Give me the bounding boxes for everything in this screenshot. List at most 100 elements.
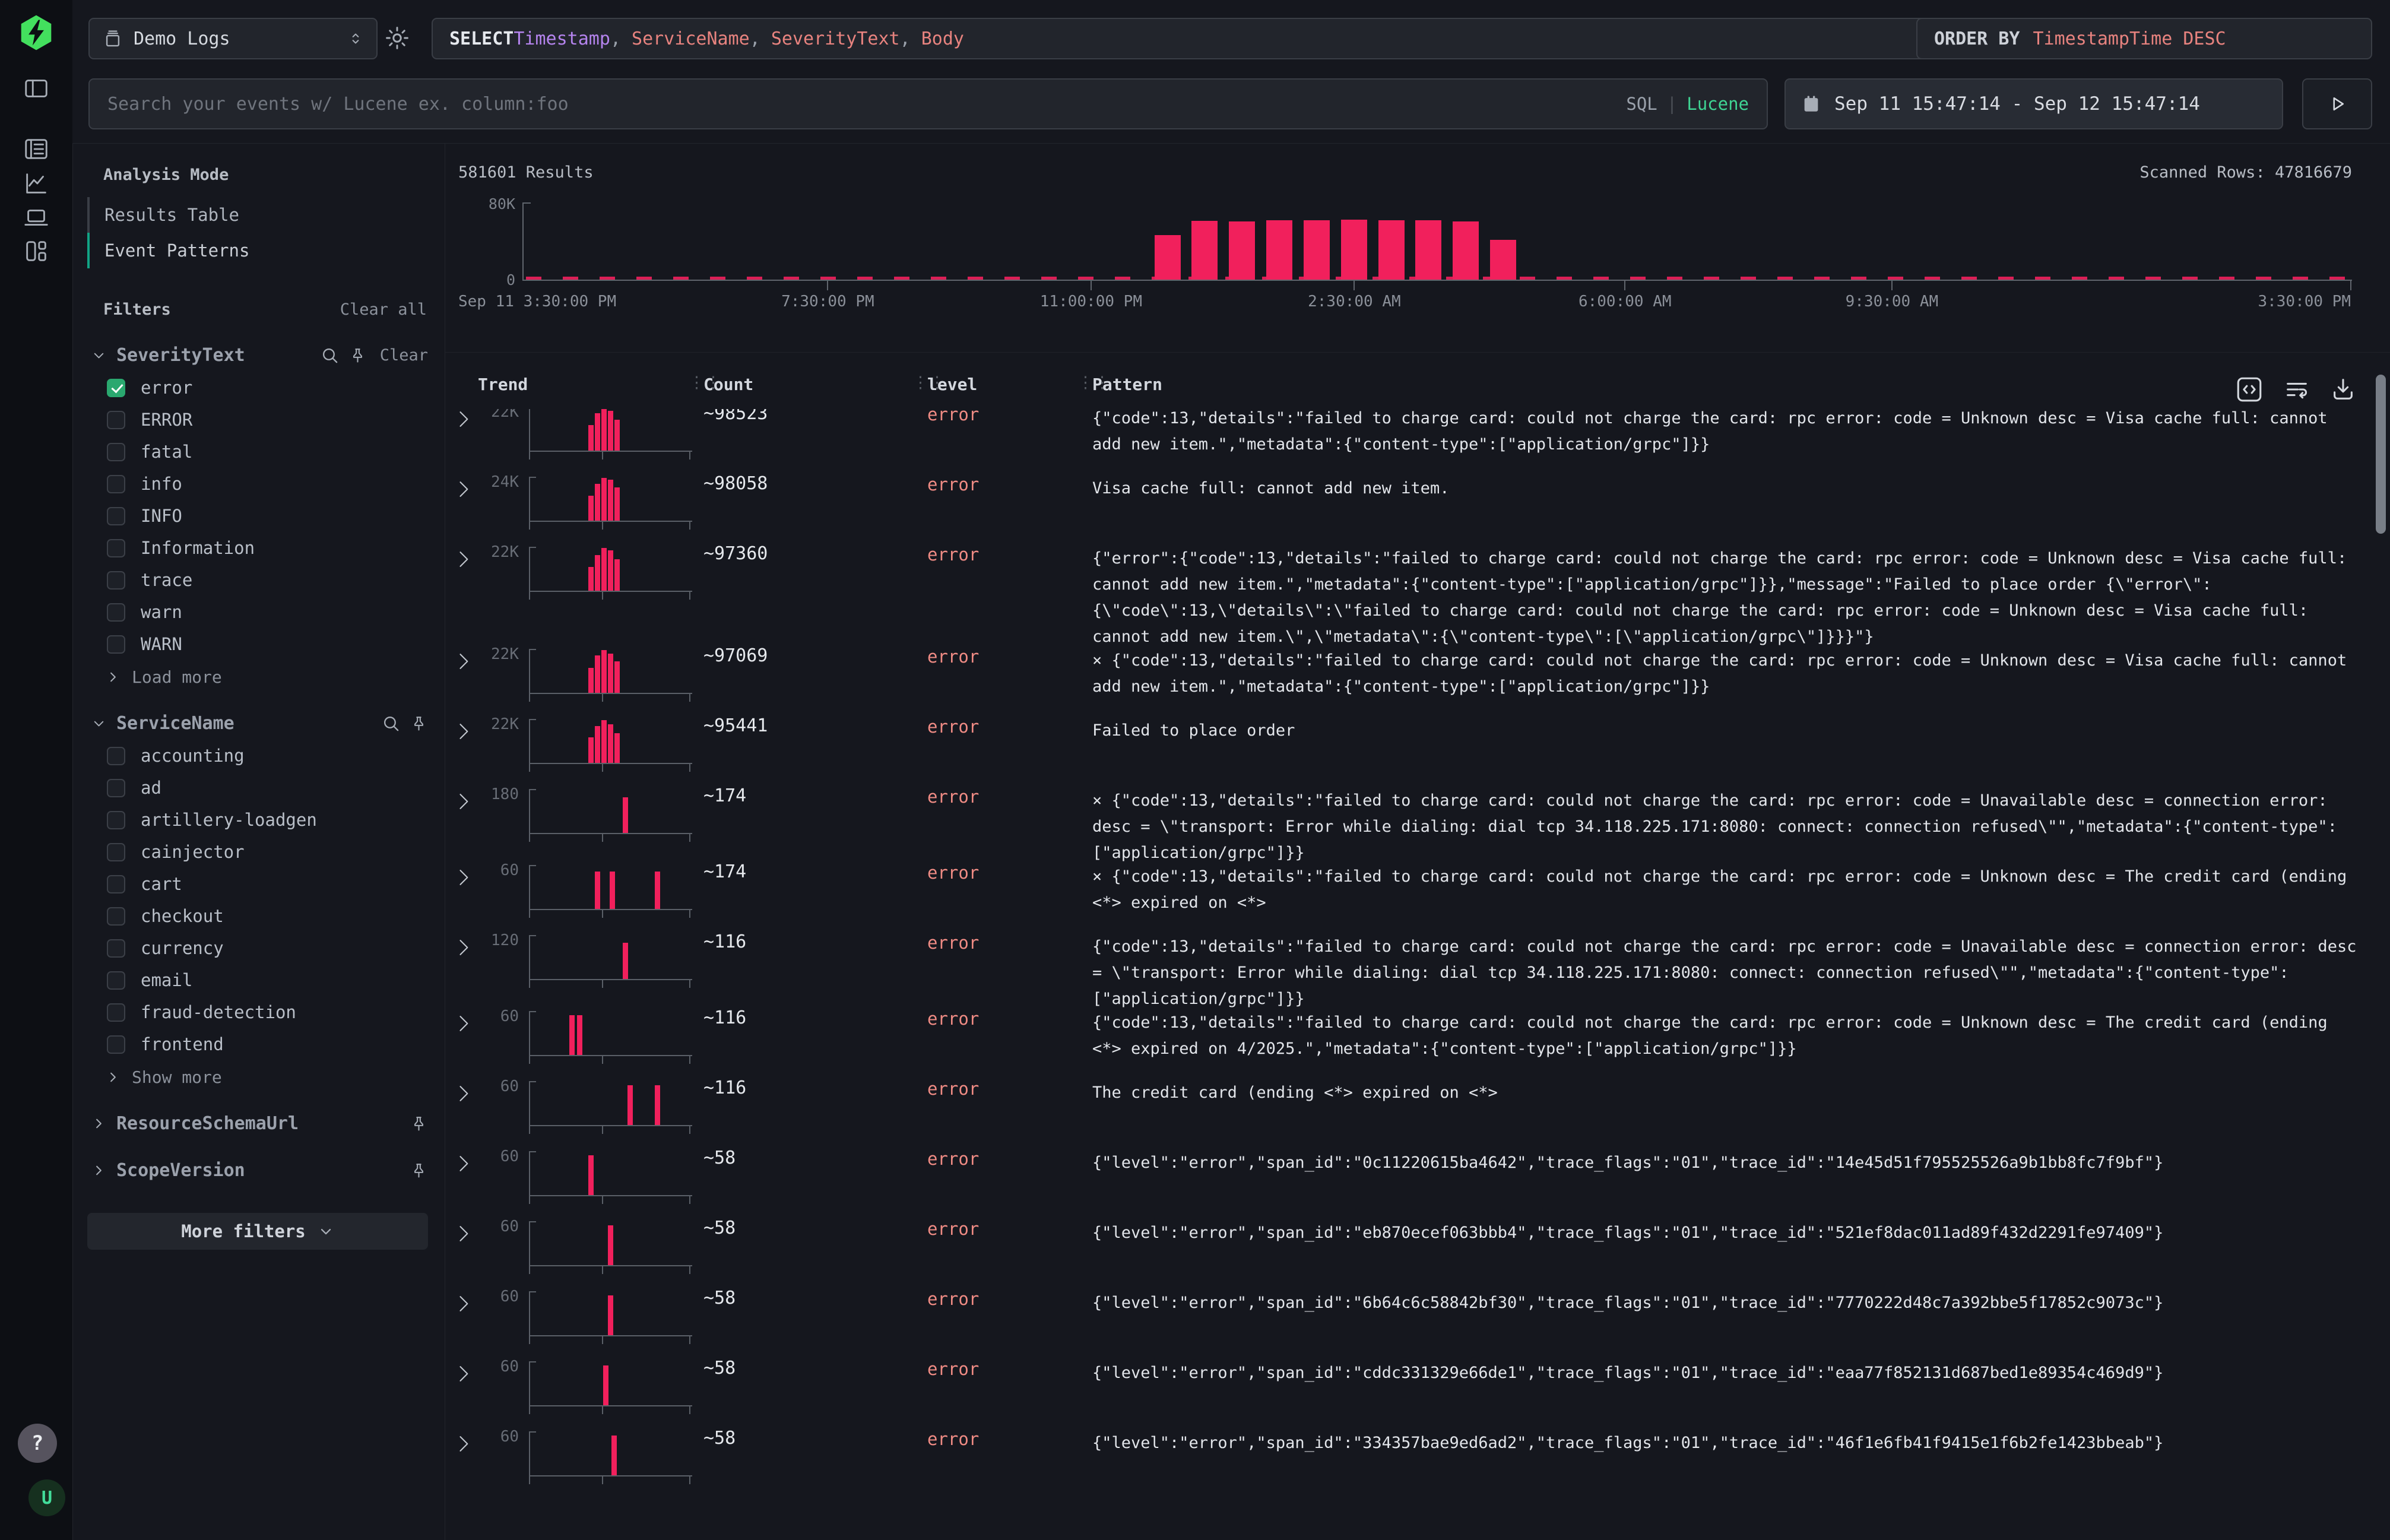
mode-lucene[interactable]: Lucene bbox=[1687, 94, 1749, 114]
checkbox[interactable] bbox=[107, 635, 125, 654]
filter-option-trace[interactable]: trace bbox=[107, 570, 428, 590]
pattern-text[interactable]: Visa cache full: cannot add new item. bbox=[1092, 476, 2358, 502]
checkbox[interactable] bbox=[107, 971, 125, 990]
search-icon[interactable] bbox=[382, 714, 400, 733]
checkbox[interactable] bbox=[107, 603, 125, 622]
pin-icon[interactable] bbox=[410, 1114, 428, 1133]
pin-icon[interactable] bbox=[348, 346, 367, 365]
filter-option-ad[interactable]: ad bbox=[107, 778, 428, 798]
pattern-text[interactable]: {"level":"error","span_id":"cddc331329e6… bbox=[1092, 1360, 2358, 1386]
filter-option-cart[interactable]: cart bbox=[107, 874, 428, 894]
filter-option-artillery-loadgen[interactable]: artillery-loadgen bbox=[107, 810, 428, 830]
source-schema-icon[interactable] bbox=[2234, 375, 2264, 404]
filter-option-cainjector[interactable]: cainjector bbox=[107, 842, 428, 862]
panel-toggle-icon[interactable] bbox=[23, 75, 50, 102]
filter-option-fatal[interactable]: fatal bbox=[107, 442, 428, 462]
checkbox[interactable] bbox=[107, 443, 125, 461]
checkbox[interactable] bbox=[107, 1003, 125, 1022]
filter-option-currency[interactable]: currency bbox=[107, 938, 428, 958]
table-row[interactable]: 60~58error{"level":"error","span_id":"eb… bbox=[445, 1220, 2366, 1292]
chevron-down-icon[interactable] bbox=[91, 715, 107, 731]
filter-group-header[interactable]: SeverityTextClear bbox=[91, 345, 428, 366]
checkbox[interactable] bbox=[107, 939, 125, 958]
table-row[interactable]: 120~116error{"code":13,"details":"failed… bbox=[445, 934, 2366, 1012]
clear-filter-button[interactable]: Clear bbox=[380, 346, 428, 365]
column-drag-handle[interactable]: ⋮⋮ bbox=[1077, 373, 1111, 392]
pattern-text[interactable]: {"code":13,"details":"failed to charge c… bbox=[1092, 934, 2358, 1012]
language-toggle[interactable]: SQL|Lucene bbox=[1626, 94, 1749, 114]
checkbox[interactable] bbox=[107, 1035, 125, 1054]
filter-option-email[interactable]: email bbox=[107, 970, 428, 990]
table-row[interactable]: 22K~95441errorFailed to place order bbox=[445, 718, 2366, 790]
analysis-mode-results-table[interactable]: Results Table bbox=[87, 197, 428, 233]
table-row[interactable]: 60~174error× {"code":13,"details":"faile… bbox=[445, 864, 2366, 936]
hyperdx-logo-icon[interactable] bbox=[17, 13, 56, 52]
column-header-trend[interactable]: Trend bbox=[478, 375, 528, 394]
table-row[interactable]: 60~116error{"code":13,"details":"failed … bbox=[445, 1010, 2366, 1082]
checkbox[interactable] bbox=[107, 539, 125, 557]
load-more[interactable]: Load more bbox=[105, 667, 428, 687]
column-drag-handle[interactable]: ⋮⋮ bbox=[912, 373, 946, 392]
chevron-right-icon[interactable] bbox=[91, 1116, 107, 1132]
table-row[interactable]: 180~174error× {"code":13,"details":"fail… bbox=[445, 788, 2366, 866]
pattern-text[interactable]: {"error":{"code":13,"details":"failed to… bbox=[1092, 546, 2358, 650]
table-row[interactable]: 22K~97360error{"error":{"code":13,"detai… bbox=[445, 546, 2366, 650]
filter-group-header[interactable]: ServiceName bbox=[91, 713, 428, 734]
checkbox[interactable] bbox=[107, 571, 125, 590]
table-row[interactable]: 60~58error{"level":"error","span_id":"6b… bbox=[445, 1290, 2366, 1362]
pattern-text[interactable]: {"level":"error","span_id":"0c11220615ba… bbox=[1092, 1150, 2358, 1176]
run-query-button[interactable] bbox=[2302, 78, 2372, 129]
order-by-input[interactable]: ORDER BY TimestampTime DESC bbox=[1916, 18, 2372, 59]
search-input[interactable]: Search your events w/ Lucene ex. column:… bbox=[88, 78, 1768, 129]
select-query-input[interactable]: SELECT Timestamp, ServiceName, SeverityT… bbox=[432, 18, 1971, 59]
table-row[interactable]: 60~116errorThe credit card (ending <*> e… bbox=[445, 1080, 2366, 1152]
filter-option-info[interactable]: INFO bbox=[107, 506, 428, 526]
column-drag-handle[interactable]: ⋮⋮ bbox=[689, 373, 722, 392]
filter-option-frontend[interactable]: frontend bbox=[107, 1034, 428, 1054]
table-row[interactable]: 60~58error{"level":"error","span_id":"0c… bbox=[445, 1150, 2366, 1222]
show-more[interactable]: Show more bbox=[105, 1067, 428, 1087]
dashboards-icon[interactable] bbox=[23, 237, 50, 265]
checkbox-checked[interactable] bbox=[107, 379, 125, 397]
checkbox[interactable] bbox=[107, 507, 125, 525]
pin-icon[interactable] bbox=[410, 714, 428, 733]
chevron-down-icon[interactable] bbox=[91, 347, 107, 363]
filter-option-error[interactable]: error bbox=[107, 378, 428, 398]
chevron-right-icon[interactable] bbox=[91, 1162, 107, 1178]
pattern-text[interactable]: × {"code":13,"details":"failed to charge… bbox=[1092, 864, 2358, 916]
table-row[interactable]: 60~58error{"level":"error","span_id":"33… bbox=[445, 1430, 2366, 1503]
time-range-picker[interactable]: Sep 11 15:47:14 - Sep 12 15:47:14 bbox=[1784, 78, 2283, 129]
pattern-text[interactable]: {"level":"error","span_id":"334357bae9ed… bbox=[1092, 1430, 2358, 1456]
filter-option-warn[interactable]: warn bbox=[107, 602, 428, 622]
pattern-text[interactable]: × {"code":13,"details":"failed to charge… bbox=[1092, 788, 2358, 866]
table-row[interactable]: 22K~98523error{"code":13,"details":"fail… bbox=[445, 409, 2366, 478]
gear-icon[interactable] bbox=[384, 25, 410, 51]
download-icon[interactable] bbox=[2329, 376, 2357, 403]
search-icon[interactable] bbox=[321, 346, 339, 365]
filter-option-information[interactable]: Information bbox=[107, 538, 428, 558]
mode-sql[interactable]: SQL bbox=[1626, 94, 1657, 114]
event-log-icon[interactable] bbox=[23, 135, 50, 163]
more-filters-button[interactable]: More filters bbox=[87, 1213, 428, 1250]
source-selector[interactable]: Demo Logs bbox=[88, 18, 378, 59]
pattern-text[interactable]: Failed to place order bbox=[1092, 718, 2358, 744]
results-histogram[interactable] bbox=[522, 202, 2352, 281]
pattern-text[interactable]: {"level":"error","span_id":"6b64c6c58842… bbox=[1092, 1290, 2358, 1316]
table-scrollbar[interactable] bbox=[2376, 375, 2386, 534]
filter-option-checkout[interactable]: checkout bbox=[107, 906, 428, 926]
checkbox[interactable] bbox=[107, 779, 125, 797]
pattern-text[interactable]: × {"code":13,"details":"failed to charge… bbox=[1092, 648, 2358, 700]
table-row[interactable]: 60~58error{"level":"error","span_id":"cd… bbox=[445, 1360, 2366, 1433]
filter-option-info[interactable]: info bbox=[107, 474, 428, 494]
pattern-text[interactable]: The credit card (ending <*> expired on <… bbox=[1092, 1080, 2358, 1106]
checkbox[interactable] bbox=[107, 411, 125, 429]
filter-option-warn[interactable]: WARN bbox=[107, 634, 428, 654]
pattern-text[interactable]: {"level":"error","span_id":"eb870ecef063… bbox=[1092, 1220, 2358, 1246]
chart-explorer-icon[interactable] bbox=[23, 170, 50, 197]
client-sessions-icon[interactable] bbox=[23, 204, 50, 232]
clear-all-button[interactable]: Clear all bbox=[340, 300, 427, 319]
pattern-text[interactable]: {"code":13,"details":"failed to charge c… bbox=[1092, 1010, 2358, 1062]
checkbox[interactable] bbox=[107, 875, 125, 893]
filter-option-error[interactable]: ERROR bbox=[107, 410, 428, 430]
checkbox[interactable] bbox=[107, 475, 125, 493]
